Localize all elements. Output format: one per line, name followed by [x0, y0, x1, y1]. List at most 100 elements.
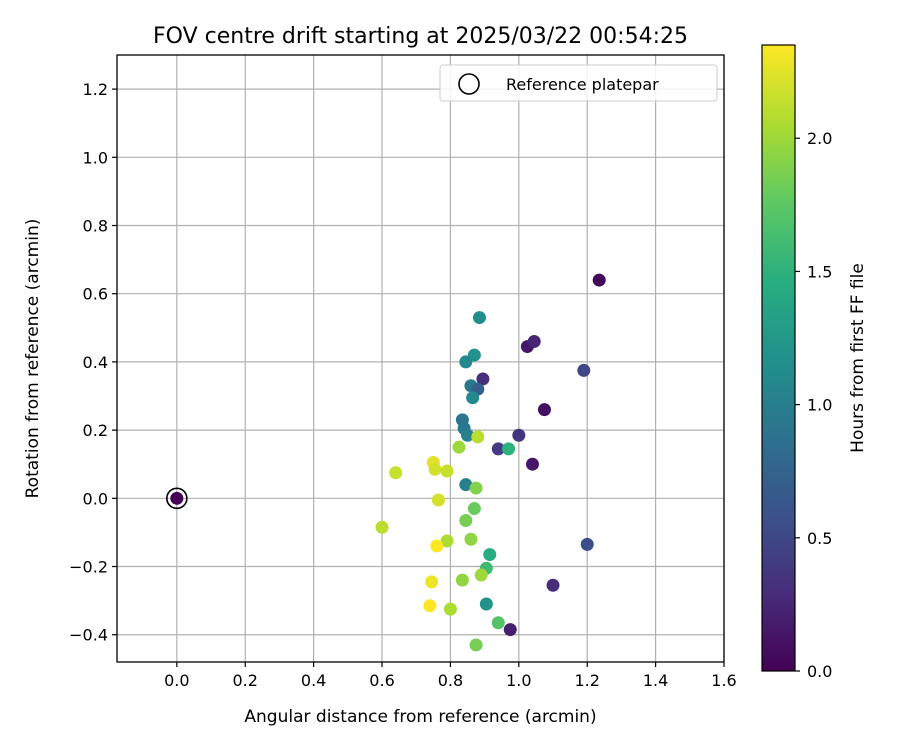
data-point: [428, 462, 442, 476]
data-point: [467, 502, 481, 516]
data-point: [423, 599, 437, 613]
data-point: [503, 623, 517, 637]
data-point: [431, 493, 445, 507]
y-tick: 0.6: [83, 285, 117, 304]
data-point: [469, 481, 483, 495]
data-point: [466, 391, 480, 405]
data-point: [580, 537, 594, 551]
x-tick-label: 1.6: [711, 671, 736, 690]
data-point: [491, 616, 505, 630]
x-tick: 1.6: [711, 662, 737, 690]
data-point: [389, 466, 403, 480]
y-tick-label: −0.2: [69, 558, 108, 577]
x-tick: 1.0: [506, 662, 532, 690]
chart-title: FOV centre drift starting at 2025/03/22 …: [153, 24, 688, 49]
y-tick: 1.0: [83, 148, 117, 167]
data-point: [479, 597, 493, 611]
colorbar-label: Hours from first FF file: [848, 263, 868, 453]
x-tick-label: 0.8: [438, 671, 463, 690]
data-point: [375, 520, 389, 534]
x-tick: 0.6: [369, 662, 395, 690]
data-point: [525, 457, 539, 471]
data-point: [512, 428, 526, 442]
data-point: [577, 363, 591, 377]
data-point: [491, 442, 505, 456]
y-tick: −0.2: [69, 558, 117, 577]
reference-point: [170, 491, 184, 505]
y-tick: 0.8: [83, 217, 117, 236]
data-point: [452, 440, 466, 454]
colorbar-tick: 1.0: [795, 396, 832, 415]
colorbar-tick-label: 0.5: [807, 529, 832, 548]
data-point: [440, 464, 454, 478]
x-tick: 1.2: [574, 662, 600, 690]
data-point: [455, 573, 469, 587]
colorbar-tick: 2.0: [795, 129, 832, 148]
y-tick-label: 1.0: [83, 148, 108, 167]
data-point: [592, 273, 606, 287]
data-point: [425, 575, 439, 589]
colorbar-tick-label: 1.0: [807, 396, 832, 415]
y-tick-label: 0.6: [83, 285, 108, 304]
colorbar-tick: 1.5: [795, 262, 832, 281]
x-tick-label: 1.0: [506, 671, 531, 690]
colorbar-gradient: [761, 44, 796, 672]
x-tick: 0.8: [438, 662, 463, 690]
y-tick: −0.4: [69, 626, 117, 645]
data-point: [459, 355, 473, 369]
y-tick-label: 0.0: [83, 489, 108, 508]
legend-reference-marker: [458, 73, 480, 95]
y-tick: 0.4: [83, 353, 117, 372]
data-point: [527, 334, 541, 348]
data-point: [459, 478, 473, 492]
x-tick-label: 0.2: [233, 671, 258, 690]
data-point: [459, 513, 473, 527]
y-tick: 0.0: [83, 489, 117, 508]
x-tick-label: 0.6: [369, 671, 394, 690]
x-tick-label: 0.4: [301, 671, 326, 690]
y-tick-label: −0.4: [69, 626, 108, 645]
data-point: [476, 372, 490, 386]
colorbar-ticks: 0.0 0.5 1.0 1.5 2.0: [795, 129, 832, 681]
y-tick-label: 0.8: [83, 217, 108, 236]
x-tick: 1.4: [643, 662, 668, 690]
colorbar-tick-label: 1.5: [807, 262, 832, 281]
y-axis-ticks: −0.4 −0.2 0.0 0.2 0.4 0.6 0.8 1.0 1.2: [69, 80, 117, 645]
grid: [117, 55, 725, 662]
plot-frame: [116, 54, 725, 663]
x-tick: 0.0: [164, 662, 190, 690]
y-tick-label: 1.2: [83, 80, 108, 99]
data-point: [474, 568, 488, 582]
y-tick-label: 0.4: [83, 353, 108, 372]
x-tick-label: 1.2: [574, 671, 599, 690]
y-axis-label: Rotation from reference (arcmin): [23, 219, 43, 499]
x-tick-label: 0.0: [164, 671, 189, 690]
colorbar-tick-label: 2.0: [807, 129, 832, 148]
legend-box: [439, 64, 718, 102]
data-point: [546, 578, 560, 592]
colorbar: 0.0 0.5 1.0 1.5 2.0 Hours from first FF file: [761, 44, 868, 681]
colorbar-tick: 0.0: [795, 662, 832, 681]
data-point: [537, 403, 551, 417]
data-point: [440, 534, 454, 548]
reference-marker-ring: [166, 487, 188, 510]
x-tick: 0.4: [301, 662, 326, 690]
data-point: [502, 442, 516, 456]
data-point: [471, 430, 485, 444]
y-tick: 1.2: [83, 80, 117, 99]
colorbar-tick-label: 0.0: [807, 662, 832, 681]
reference-marker-group: [166, 487, 188, 510]
data-point: [472, 311, 486, 325]
legend: Reference platepar: [439, 64, 718, 102]
x-tick-label: 1.4: [643, 671, 668, 690]
x-axis-ticks: 0.0 0.2 0.4 0.6 0.8 1.0 1.2 1.4 1.6: [164, 662, 737, 690]
data-points: [375, 273, 606, 652]
x-tick: 0.2: [233, 662, 258, 690]
legend-label: Reference platepar: [506, 75, 659, 94]
data-point: [461, 428, 475, 442]
y-tick-label: 0.2: [83, 421, 108, 440]
data-point: [469, 638, 483, 652]
data-point: [483, 548, 497, 562]
x-axis-label: Angular distance from reference (arcmin): [244, 707, 596, 727]
